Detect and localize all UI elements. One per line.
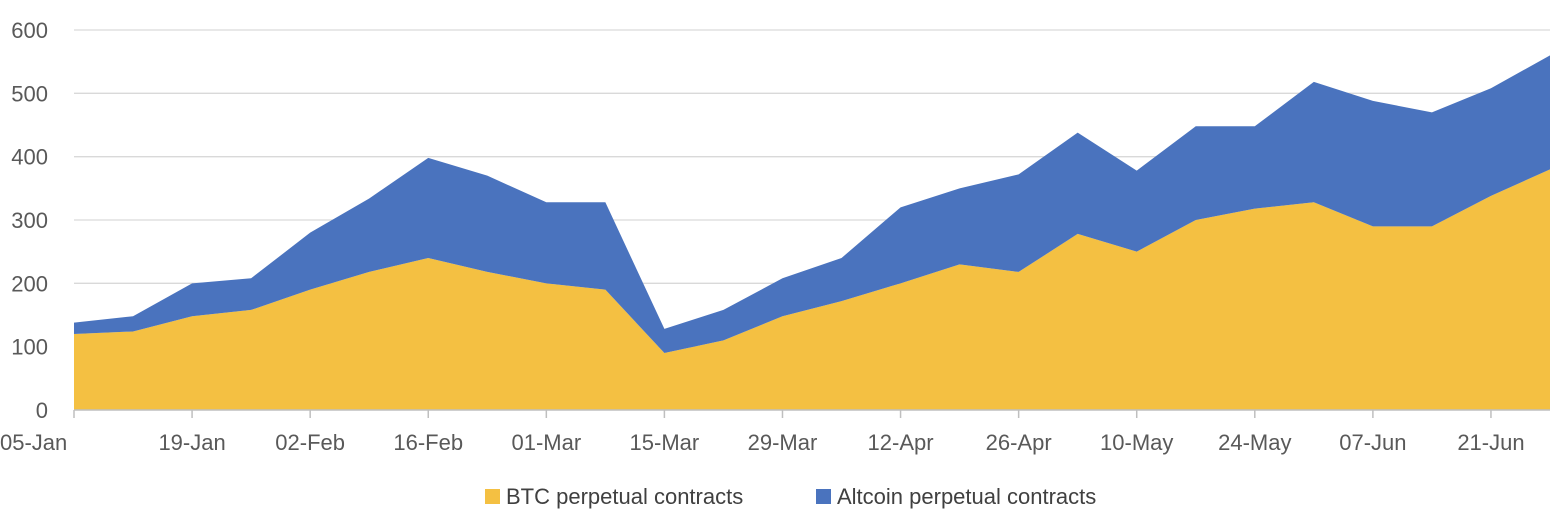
x-tick-label: 01-Mar <box>511 430 581 455</box>
x-tick-label: 12-Apr <box>868 430 934 455</box>
x-tick-label: 24-May <box>1218 430 1291 455</box>
x-tick-label: 05-Jan <box>0 430 67 455</box>
y-tick-label: 0 <box>36 398 48 423</box>
x-tick-label: 29-Mar <box>748 430 818 455</box>
legend: BTC perpetual contracts Altcoin perpetual… <box>485 484 1096 509</box>
y-tick-label: 200 <box>11 271 48 296</box>
x-tick-label: 07-Jun <box>1339 430 1406 455</box>
x-tick-label: 21-Jun <box>1457 430 1524 455</box>
x-tick-label: 16-Feb <box>393 430 463 455</box>
legend-label-btc: BTC perpetual contracts <box>506 484 743 509</box>
x-tick-label: 10-May <box>1100 430 1173 455</box>
area-series-altcoin <box>74 55 1550 353</box>
legend-swatch-btc <box>485 489 500 504</box>
series-areas <box>74 55 1550 410</box>
y-tick-label: 400 <box>11 145 48 170</box>
y-tick-label: 300 <box>11 208 48 233</box>
y-tick-label: 600 <box>11 18 48 43</box>
x-tick-label: 26-Apr <box>986 430 1052 455</box>
axes: 0 100 200 300 400 500 600 05-Jan 19-Jan 02-Feb 16-… <box>0 18 1550 455</box>
y-tick-label: 100 <box>11 335 48 360</box>
x-tick-label: 19-Jan <box>158 430 225 455</box>
area-series-btc <box>74 169 1550 410</box>
legend-swatch-altcoin <box>816 489 831 504</box>
x-tick-label: 02-Feb <box>275 430 345 455</box>
x-tick-label: 15-Mar <box>630 430 700 455</box>
legend-label-altcoin: Altcoin perpetual contracts <box>837 484 1096 509</box>
y-tick-label: 500 <box>11 81 48 106</box>
